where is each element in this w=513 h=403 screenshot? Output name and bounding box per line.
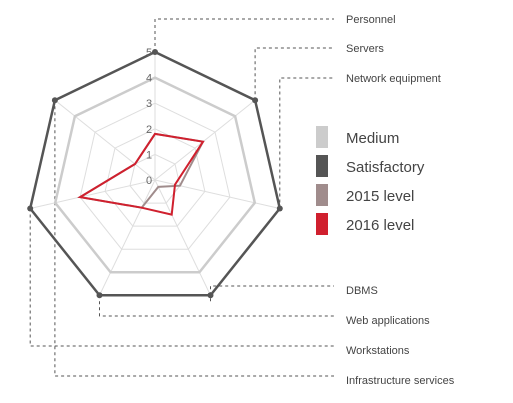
radial-tick-label: 3 [146, 98, 152, 110]
radial-tick-label: 0 [146, 175, 152, 187]
radar-series [27, 49, 283, 299]
axis-leader-line [154, 18, 334, 46]
series-point [51, 97, 58, 104]
axis-label: Infrastructure services [346, 375, 455, 387]
grid-spoke [30, 179, 156, 209]
legend-label: 2015 level [346, 188, 414, 205]
legend: Medium Satisfactory 2015 level 2016 level [316, 126, 425, 235]
series-point [207, 292, 214, 299]
series-point [96, 292, 103, 299]
series-medium [53, 76, 257, 274]
series-point [152, 49, 158, 55]
series-satisfactory [28, 50, 282, 297]
axis-leader-line [254, 47, 334, 95]
axis-labels: Personnel Servers Network equipment DBMS Web… [346, 14, 455, 387]
axis-label: Workstations [346, 345, 410, 357]
legend-swatch [316, 184, 328, 206]
series-2016-level [77, 132, 205, 216]
axis-leader-line [210, 285, 334, 302]
grid-spoke [154, 179, 211, 296]
axis-leader-line [29, 214, 334, 347]
axis-label: Web applications [346, 315, 430, 327]
grid-spoke [99, 179, 156, 296]
legend-swatch [316, 126, 328, 148]
grid-ring-3 [79, 102, 231, 250]
grid-ring-1 [129, 153, 181, 204]
legend-swatch [316, 213, 328, 235]
legend-label: Medium [346, 130, 399, 147]
series-point [27, 205, 34, 212]
axis-label: Network equipment [346, 73, 441, 85]
legend-swatch [316, 155, 328, 177]
legend-label: Satisfactory [346, 159, 425, 176]
grid-spoke [154, 99, 256, 181]
axis-label: DBMS [346, 285, 378, 297]
radial-tick-label: 2 [146, 124, 152, 136]
axis-leader-line [99, 301, 334, 317]
radar-grid [29, 51, 281, 296]
radial-tick-label: 4 [146, 73, 152, 85]
series-point [252, 97, 259, 104]
axis-label: Personnel [346, 14, 396, 26]
legend-label: 2016 level [346, 217, 414, 234]
axis-leader-lines [29, 18, 334, 377]
grid-spoke [54, 99, 156, 181]
radial-tick-label: 1 [146, 149, 152, 161]
radial-tick-labels: 0 1 2 3 4 5 [146, 47, 152, 187]
series-point [276, 205, 283, 212]
axis-label: Servers [346, 43, 384, 55]
radial-tick-label: 5 [146, 47, 152, 59]
